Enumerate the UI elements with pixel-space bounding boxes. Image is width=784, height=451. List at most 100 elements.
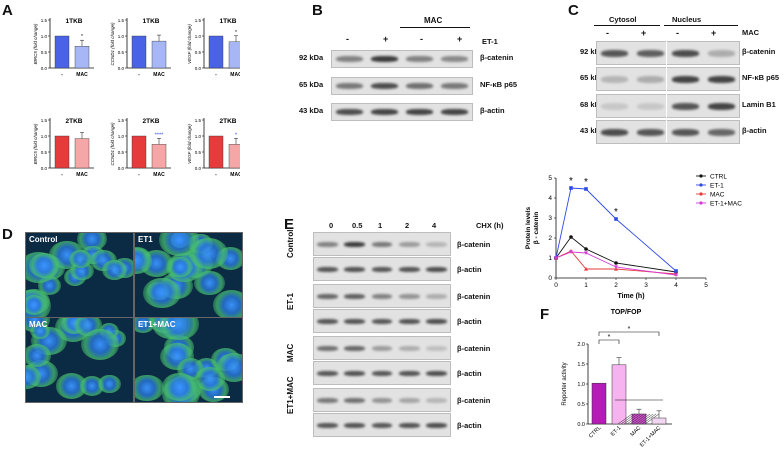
y-tick-label: 4 [548, 195, 552, 202]
x-tick-label: 3 [644, 282, 648, 289]
data-point [674, 273, 678, 277]
legend-marker [699, 183, 703, 187]
protein-band [336, 109, 363, 115]
cell [194, 270, 226, 296]
y-tick-label: 2 [548, 235, 552, 242]
lane-sign: - [606, 28, 609, 38]
x-tick-label: 2 [614, 282, 618, 289]
protein-band [371, 370, 393, 376]
panel-c-letter: C [568, 2, 579, 19]
x-tick-label: 0 [554, 282, 558, 289]
catenin-blot-0 [313, 232, 451, 256]
protein-band [317, 318, 338, 324]
x-tick-label: MAC [153, 172, 165, 178]
panel-a-chart-1: 0.0 0.5 1.0 1.5 - MAC 1TKB CCND1 (fold change) [110, 18, 171, 78]
protein-band [344, 397, 366, 403]
tick-label: 1.0 [118, 34, 125, 39]
chart-title: 1TKB [143, 18, 160, 25]
cell [135, 248, 152, 274]
time-point: 1 [378, 221, 383, 230]
y-axis-label: CCND1 (fold change) [110, 22, 115, 66]
tick-label: 0.5 [41, 150, 48, 155]
tick-label: 1.0 [41, 34, 48, 39]
protein-label: Lamin B1 [742, 100, 776, 109]
significance-star: * [569, 176, 573, 187]
x-tick-label: - [215, 72, 217, 78]
actin-blot-3 [313, 413, 451, 437]
cell [143, 277, 181, 308]
panel-a-letter: A [2, 2, 13, 19]
cell [29, 322, 50, 339]
micrograph-2: MAC [25, 317, 134, 403]
protein-label: β-catenin [457, 344, 491, 353]
significance-bracket [598, 331, 660, 336]
protein-band [426, 397, 447, 403]
group-label: ET-1 [286, 293, 295, 310]
kda-marker: 68 kDa [580, 100, 605, 109]
panel-f-letter: F [540, 306, 550, 323]
protein-label: β-actin [457, 317, 482, 326]
protein-label: β-actin [457, 265, 482, 274]
protein-band [707, 75, 735, 83]
bar-hatch [629, 413, 645, 425]
lane-sign: - [346, 34, 349, 44]
y-axis-label: VEGF (fold change) [187, 124, 192, 164]
x-tick-label: MAC [230, 72, 240, 78]
tick-label: 0.0 [118, 166, 125, 171]
protein-band [317, 241, 338, 247]
significance-star: * [584, 177, 588, 188]
x-tick-label: - [215, 172, 217, 178]
micrograph-1: ET1 [134, 232, 243, 318]
kda-marker: 92 kDa [580, 47, 605, 56]
x-tick-label: 1 [584, 282, 588, 289]
bar-hatch [635, 413, 651, 425]
legend-label: MAC [710, 191, 725, 198]
panel-a-chart-3: 0.0 0.5 1.0 1.5 - MAC 2TKB BIRC5 (fold change) [33, 118, 94, 178]
cell [135, 374, 164, 402]
panel-e-letter: E [284, 216, 295, 233]
tick-label: 0.5 [118, 50, 125, 55]
protein-band [398, 241, 420, 247]
protein-band [672, 49, 700, 57]
protein-band [601, 75, 629, 83]
chart-title: 2TKB [220, 118, 237, 125]
panel-b-letter: B [312, 2, 323, 19]
tick-label: 0.5 [41, 50, 48, 55]
data-point [674, 269, 678, 273]
tick-label: 0.0 [41, 66, 48, 71]
kda-marker: 43 kDa [580, 126, 605, 135]
panel-a-chart-5: 0.0 0.5 1.0 1.5 - MAC * 2TKB VEGF (fold change) [187, 118, 240, 178]
protein-label: β-actin [457, 421, 482, 430]
x-tick-label: - [61, 72, 63, 78]
data-point [584, 267, 588, 271]
y-tick-label: 1 [548, 255, 552, 262]
cell [26, 365, 42, 389]
data-point [584, 251, 588, 255]
protein-band [344, 266, 366, 272]
protein-band [406, 56, 433, 62]
data-point [569, 250, 573, 254]
data-point [614, 261, 618, 265]
cell [167, 257, 193, 278]
lane-sign: + [383, 34, 389, 44]
protein-label: β-catenin [457, 240, 491, 249]
blot-1 [331, 77, 473, 95]
data-point [614, 265, 618, 269]
x-axis-label: Time (h) [617, 293, 644, 300]
significance-star: * [235, 30, 238, 36]
x-tick-label: MAC [153, 72, 165, 78]
fraction-divider [666, 41, 667, 142]
legend-marker [699, 192, 703, 196]
protein-band [426, 266, 447, 272]
panel-d-letter: D [2, 226, 13, 243]
protein-band [371, 241, 393, 247]
protein-band [636, 75, 664, 83]
cell [97, 374, 121, 393]
protein-band [636, 102, 664, 110]
protein-band [336, 83, 363, 89]
bar-hatch [638, 413, 654, 425]
x-tick-label: MAC [230, 172, 240, 178]
series-line-ET-1 [555, 187, 677, 272]
lane-sign: + [711, 28, 717, 38]
kda-marker: 92 kDa [299, 53, 324, 62]
